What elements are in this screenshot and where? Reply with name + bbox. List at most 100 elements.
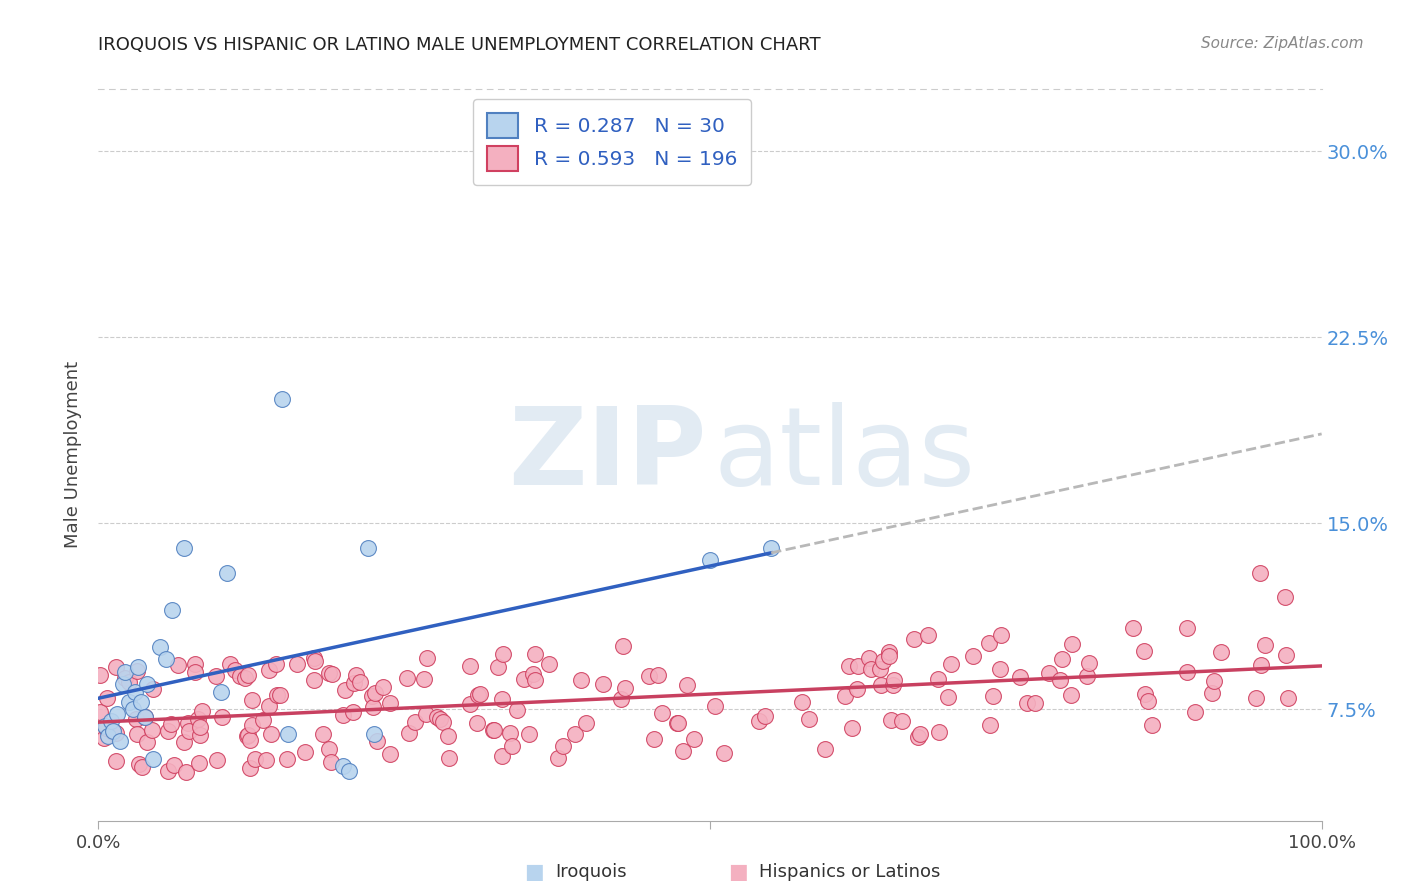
- Point: [104, 660, 127, 674]
- Point: [1244, 691, 1267, 706]
- Point: [748, 714, 770, 728]
- Point: [319, 755, 342, 769]
- Point: [754, 708, 776, 723]
- Point: [761, 541, 783, 555]
- Point: [302, 651, 325, 665]
- Point: [1274, 648, 1296, 662]
- Point: [838, 658, 860, 673]
- Point: [416, 651, 439, 665]
- Point: [321, 666, 343, 681]
- Point: [1184, 706, 1206, 720]
- Point: [114, 665, 136, 679]
- Point: [482, 723, 505, 737]
- Point: [1024, 696, 1046, 710]
- Point: [1250, 658, 1272, 673]
- Point: [211, 709, 233, 723]
- Point: [676, 678, 699, 692]
- Point: [163, 758, 186, 772]
- Point: [1175, 621, 1198, 635]
- Point: [173, 541, 195, 555]
- Point: [131, 760, 153, 774]
- Point: [276, 751, 298, 765]
- Point: [111, 677, 134, 691]
- Point: [277, 727, 299, 741]
- Point: [936, 690, 959, 704]
- Point: [879, 713, 901, 727]
- Point: [332, 759, 354, 773]
- Point: [366, 734, 388, 748]
- Point: [1209, 645, 1232, 659]
- Point: [882, 678, 904, 692]
- Point: [124, 684, 146, 698]
- Point: [215, 566, 238, 580]
- Point: [814, 742, 837, 756]
- Point: [260, 727, 283, 741]
- Point: [1076, 669, 1098, 683]
- Point: [228, 669, 250, 683]
- Point: [1049, 673, 1071, 688]
- Point: [188, 728, 211, 742]
- Point: [270, 392, 294, 406]
- Point: [979, 717, 1001, 731]
- Point: [114, 671, 136, 685]
- Point: [93, 731, 115, 745]
- Point: [426, 710, 449, 724]
- Point: [790, 695, 813, 709]
- Point: [547, 751, 569, 765]
- Point: [1122, 621, 1144, 635]
- Text: atlas: atlas: [714, 402, 976, 508]
- Point: [396, 671, 419, 685]
- Point: [491, 749, 513, 764]
- Point: [498, 726, 520, 740]
- Point: [1175, 665, 1198, 679]
- Point: [363, 727, 385, 741]
- Point: [285, 657, 308, 672]
- Text: ■: ■: [728, 863, 748, 882]
- Point: [94, 721, 117, 735]
- Point: [332, 708, 354, 723]
- Point: [101, 724, 124, 739]
- Point: [491, 691, 513, 706]
- Point: [183, 657, 205, 672]
- Point: [380, 697, 402, 711]
- Point: [512, 672, 534, 686]
- Point: [110, 734, 132, 748]
- Point: [962, 649, 984, 664]
- Point: [142, 681, 165, 696]
- Point: [127, 664, 149, 678]
- Point: [704, 699, 727, 714]
- Point: [238, 668, 260, 682]
- Point: [797, 712, 820, 726]
- Point: [841, 722, 863, 736]
- Point: [121, 702, 143, 716]
- Point: [858, 650, 880, 665]
- Point: [872, 654, 894, 668]
- Point: [1274, 591, 1296, 605]
- Point: [569, 673, 592, 688]
- Point: [205, 753, 228, 767]
- Point: [127, 727, 149, 741]
- Point: [363, 699, 385, 714]
- Point: [380, 747, 402, 762]
- Point: [373, 680, 395, 694]
- Point: [243, 752, 266, 766]
- Point: [501, 739, 523, 754]
- Point: [1249, 566, 1271, 580]
- Point: [89, 706, 111, 720]
- Point: [486, 659, 509, 673]
- Point: [699, 553, 721, 567]
- Point: [845, 682, 868, 697]
- Point: [609, 692, 631, 706]
- Point: [125, 712, 148, 726]
- Point: [134, 710, 156, 724]
- Point: [302, 673, 325, 687]
- Point: [1142, 718, 1164, 732]
- Point: [318, 665, 340, 680]
- Point: [437, 751, 460, 765]
- Point: [1078, 656, 1101, 670]
- Point: [177, 716, 200, 731]
- Point: [156, 764, 179, 778]
- Point: [713, 746, 735, 760]
- Text: ■: ■: [524, 863, 544, 882]
- Point: [592, 676, 614, 690]
